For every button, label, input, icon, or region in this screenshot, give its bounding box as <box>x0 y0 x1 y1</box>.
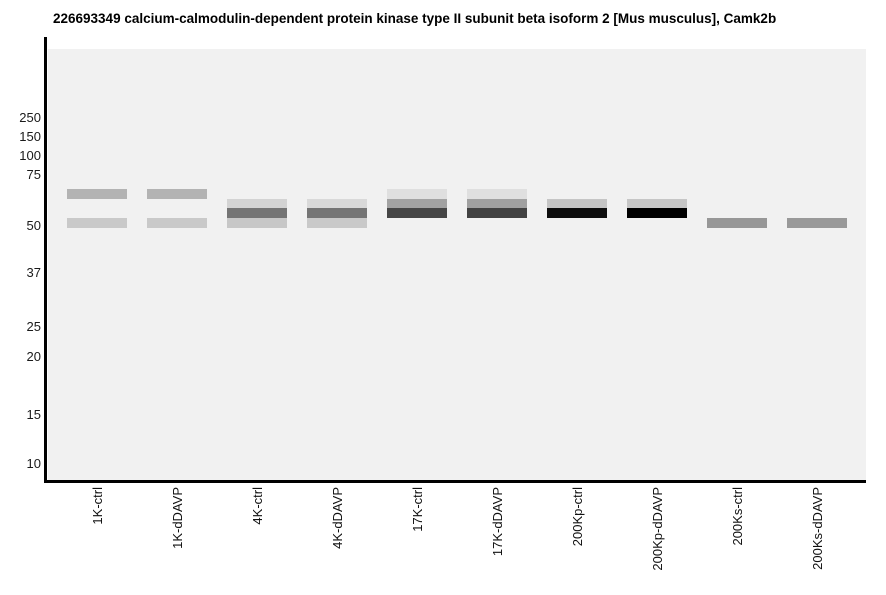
lane-label: 17K-ctrl <box>410 487 425 532</box>
protein-band <box>307 208 367 219</box>
protein-band <box>467 208 527 219</box>
plot-area <box>48 49 866 480</box>
mw-marker-label: 250 <box>19 110 41 125</box>
mw-marker-label: 50 <box>26 218 41 233</box>
mw-marker-label: 150 <box>19 129 41 144</box>
lane-label: 1K-dDAVP <box>170 487 185 549</box>
protein-band <box>67 218 127 228</box>
mw-marker-label: 100 <box>19 148 41 163</box>
protein-band <box>307 198 367 209</box>
protein-band <box>787 218 847 228</box>
y-axis-line <box>44 37 47 483</box>
lane-label: 200Kp-dDAVP <box>650 487 665 571</box>
figure-title: 226693349 calcium-calmodulin-dependent p… <box>53 11 777 26</box>
lane-label: 1K-ctrl <box>90 487 105 525</box>
mw-marker-label: 37 <box>26 265 41 280</box>
lane-label: 4K-dDAVP <box>330 487 345 549</box>
protein-band <box>627 208 687 219</box>
protein-band <box>547 198 607 209</box>
protein-band <box>227 208 287 219</box>
protein-band <box>707 218 767 228</box>
lane-label: 4K-ctrl <box>250 487 265 525</box>
lane-label: 200Ks-dDAVP <box>810 487 825 570</box>
protein-band <box>227 218 287 228</box>
protein-band <box>67 189 127 199</box>
mw-marker-label: 75 <box>26 167 41 182</box>
protein-band <box>547 208 607 219</box>
protein-band <box>387 208 447 219</box>
protein-band <box>467 198 527 209</box>
protein-band <box>147 218 207 228</box>
protein-band <box>627 198 687 209</box>
lane-label: 200Ks-ctrl <box>730 487 745 546</box>
protein-band <box>387 198 447 209</box>
lane-label: 200Kp-ctrl <box>570 487 585 547</box>
mw-marker-label: 25 <box>26 319 41 334</box>
protein-band <box>147 189 207 199</box>
mw-marker-label: 15 <box>26 407 41 422</box>
protein-band <box>307 218 367 228</box>
x-axis-line <box>44 480 866 483</box>
mw-marker-label: 10 <box>26 456 41 471</box>
lane-label: 17K-dDAVP <box>490 487 505 557</box>
protein-band <box>227 198 287 209</box>
mw-marker-label: 20 <box>26 349 41 364</box>
protein-band <box>387 189 447 199</box>
protein-band <box>467 189 527 199</box>
